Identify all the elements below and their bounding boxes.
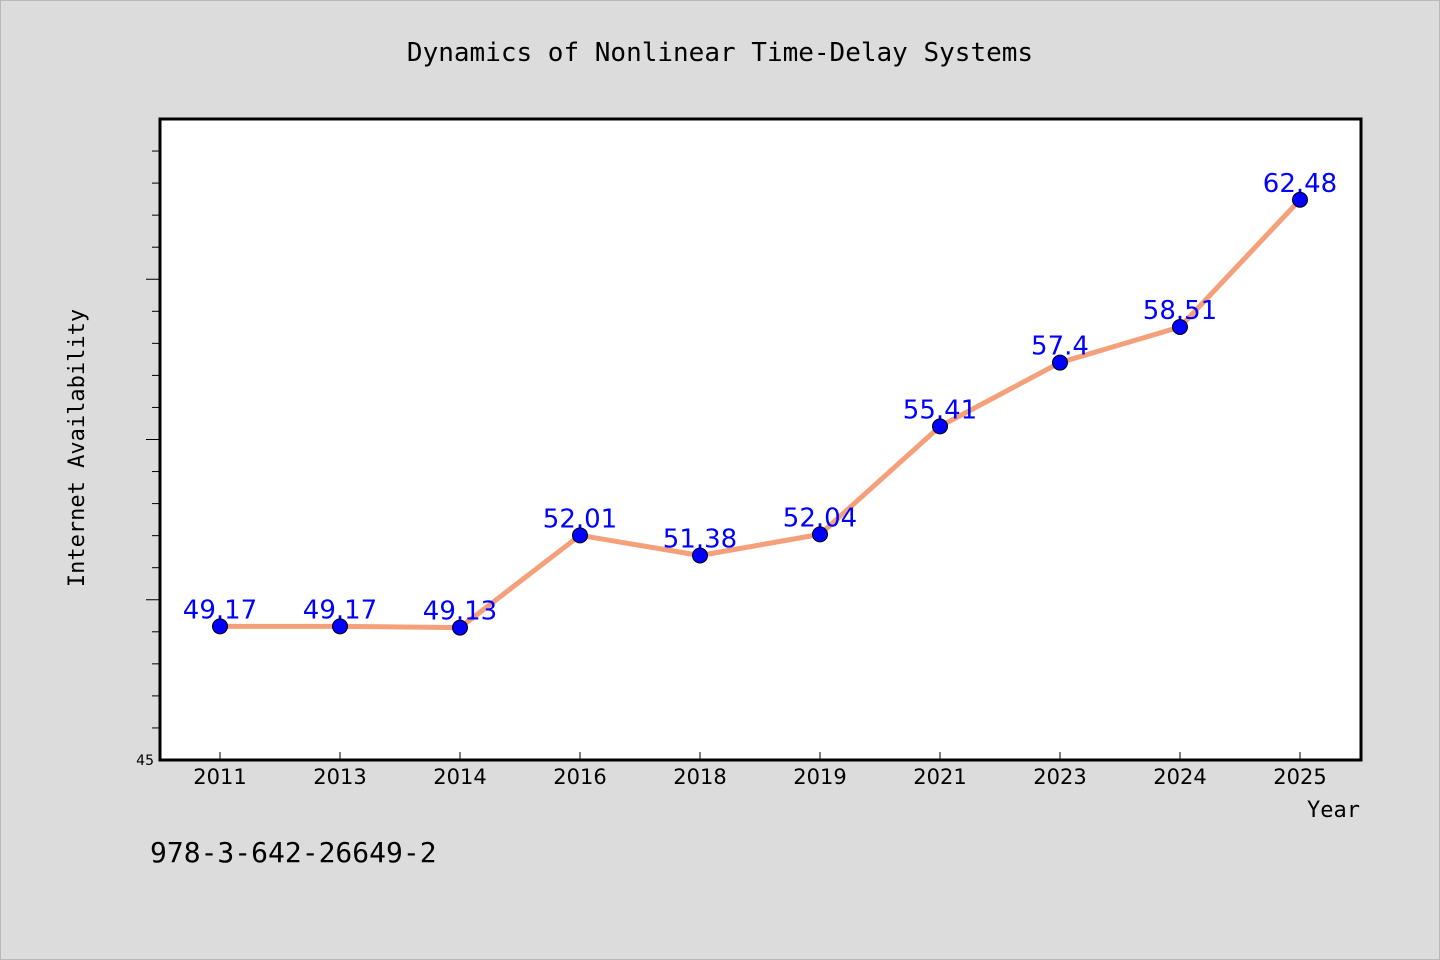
chart-title: Dynamics of Nonlinear Time-Delay Systems — [407, 38, 1033, 68]
data-label: 49.13 — [423, 597, 497, 627]
data-point — [332, 618, 348, 635]
x-axis-label: Year — [1307, 798, 1360, 823]
data-label: 52.01 — [543, 504, 617, 534]
data-label: 62.48 — [1263, 169, 1337, 199]
x-tick-label: 2018 — [673, 765, 726, 789]
data-label: 55.41 — [903, 395, 977, 425]
data-point — [1172, 319, 1188, 336]
data-label-layer: 49.17 49.17 49.13 52.01 51.38 52.04 55.41 57.4 5… — [183, 169, 1337, 627]
data-point — [452, 619, 468, 636]
y-axis-tick-labels: 45 — [136, 753, 154, 769]
data-label: 49.17 — [183, 595, 257, 625]
data-label: 57.4 — [1031, 332, 1089, 362]
x-tick-label: 2011 — [193, 765, 246, 789]
data-point — [1052, 354, 1068, 371]
data-label: 51.38 — [663, 525, 737, 555]
data-point — [1292, 191, 1308, 208]
data-label: 52.04 — [783, 503, 857, 533]
data-point — [812, 526, 828, 543]
data-point — [212, 618, 228, 635]
data-point — [692, 547, 708, 564]
x-tick-label: 2019 — [793, 765, 846, 789]
y-axis-ticks — [146, 150, 160, 729]
x-tick-label: 2023 — [1033, 765, 1086, 789]
y-tick-label: 45 — [136, 753, 154, 769]
x-tick-label: 2014 — [433, 765, 486, 789]
x-axis-ticks — [219, 752, 1301, 760]
x-tick-label: 2024 — [1153, 765, 1206, 789]
x-tick-label: 2021 — [913, 765, 966, 789]
series-line — [220, 198, 1302, 631]
data-point — [932, 418, 948, 435]
data-label: 58.51 — [1143, 296, 1217, 326]
data-point — [572, 527, 588, 544]
series-layer — [212, 191, 1308, 636]
plot-area — [158, 117, 1363, 762]
x-axis-tick-labels: 2011 2013 2014 2016 2018 2019 2021 2023 2024 2025 — [193, 765, 1326, 789]
x-tick-label: 2025 — [1273, 765, 1326, 789]
footer-code: 978-3-642-26649-2 — [150, 836, 437, 869]
x-tick-label: 2013 — [313, 765, 366, 789]
y-axis-label: Internet Availability — [65, 309, 90, 587]
data-label: 49.17 — [303, 595, 377, 625]
x-tick-label: 2016 — [553, 765, 606, 789]
